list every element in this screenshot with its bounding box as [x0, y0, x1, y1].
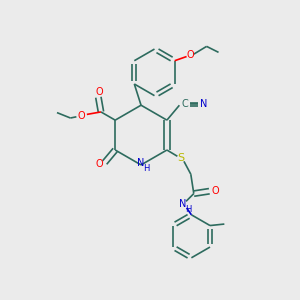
- Text: N: N: [137, 158, 145, 167]
- Text: S: S: [177, 153, 184, 163]
- Text: C: C: [182, 99, 188, 109]
- Text: H: H: [143, 164, 150, 173]
- Text: O: O: [95, 159, 103, 169]
- Text: O: O: [186, 50, 194, 60]
- Text: N: N: [200, 99, 207, 109]
- Text: O: O: [212, 186, 219, 196]
- Text: O: O: [77, 111, 85, 121]
- Text: N: N: [179, 199, 186, 209]
- Text: O: O: [95, 87, 103, 97]
- Text: H: H: [184, 205, 191, 214]
